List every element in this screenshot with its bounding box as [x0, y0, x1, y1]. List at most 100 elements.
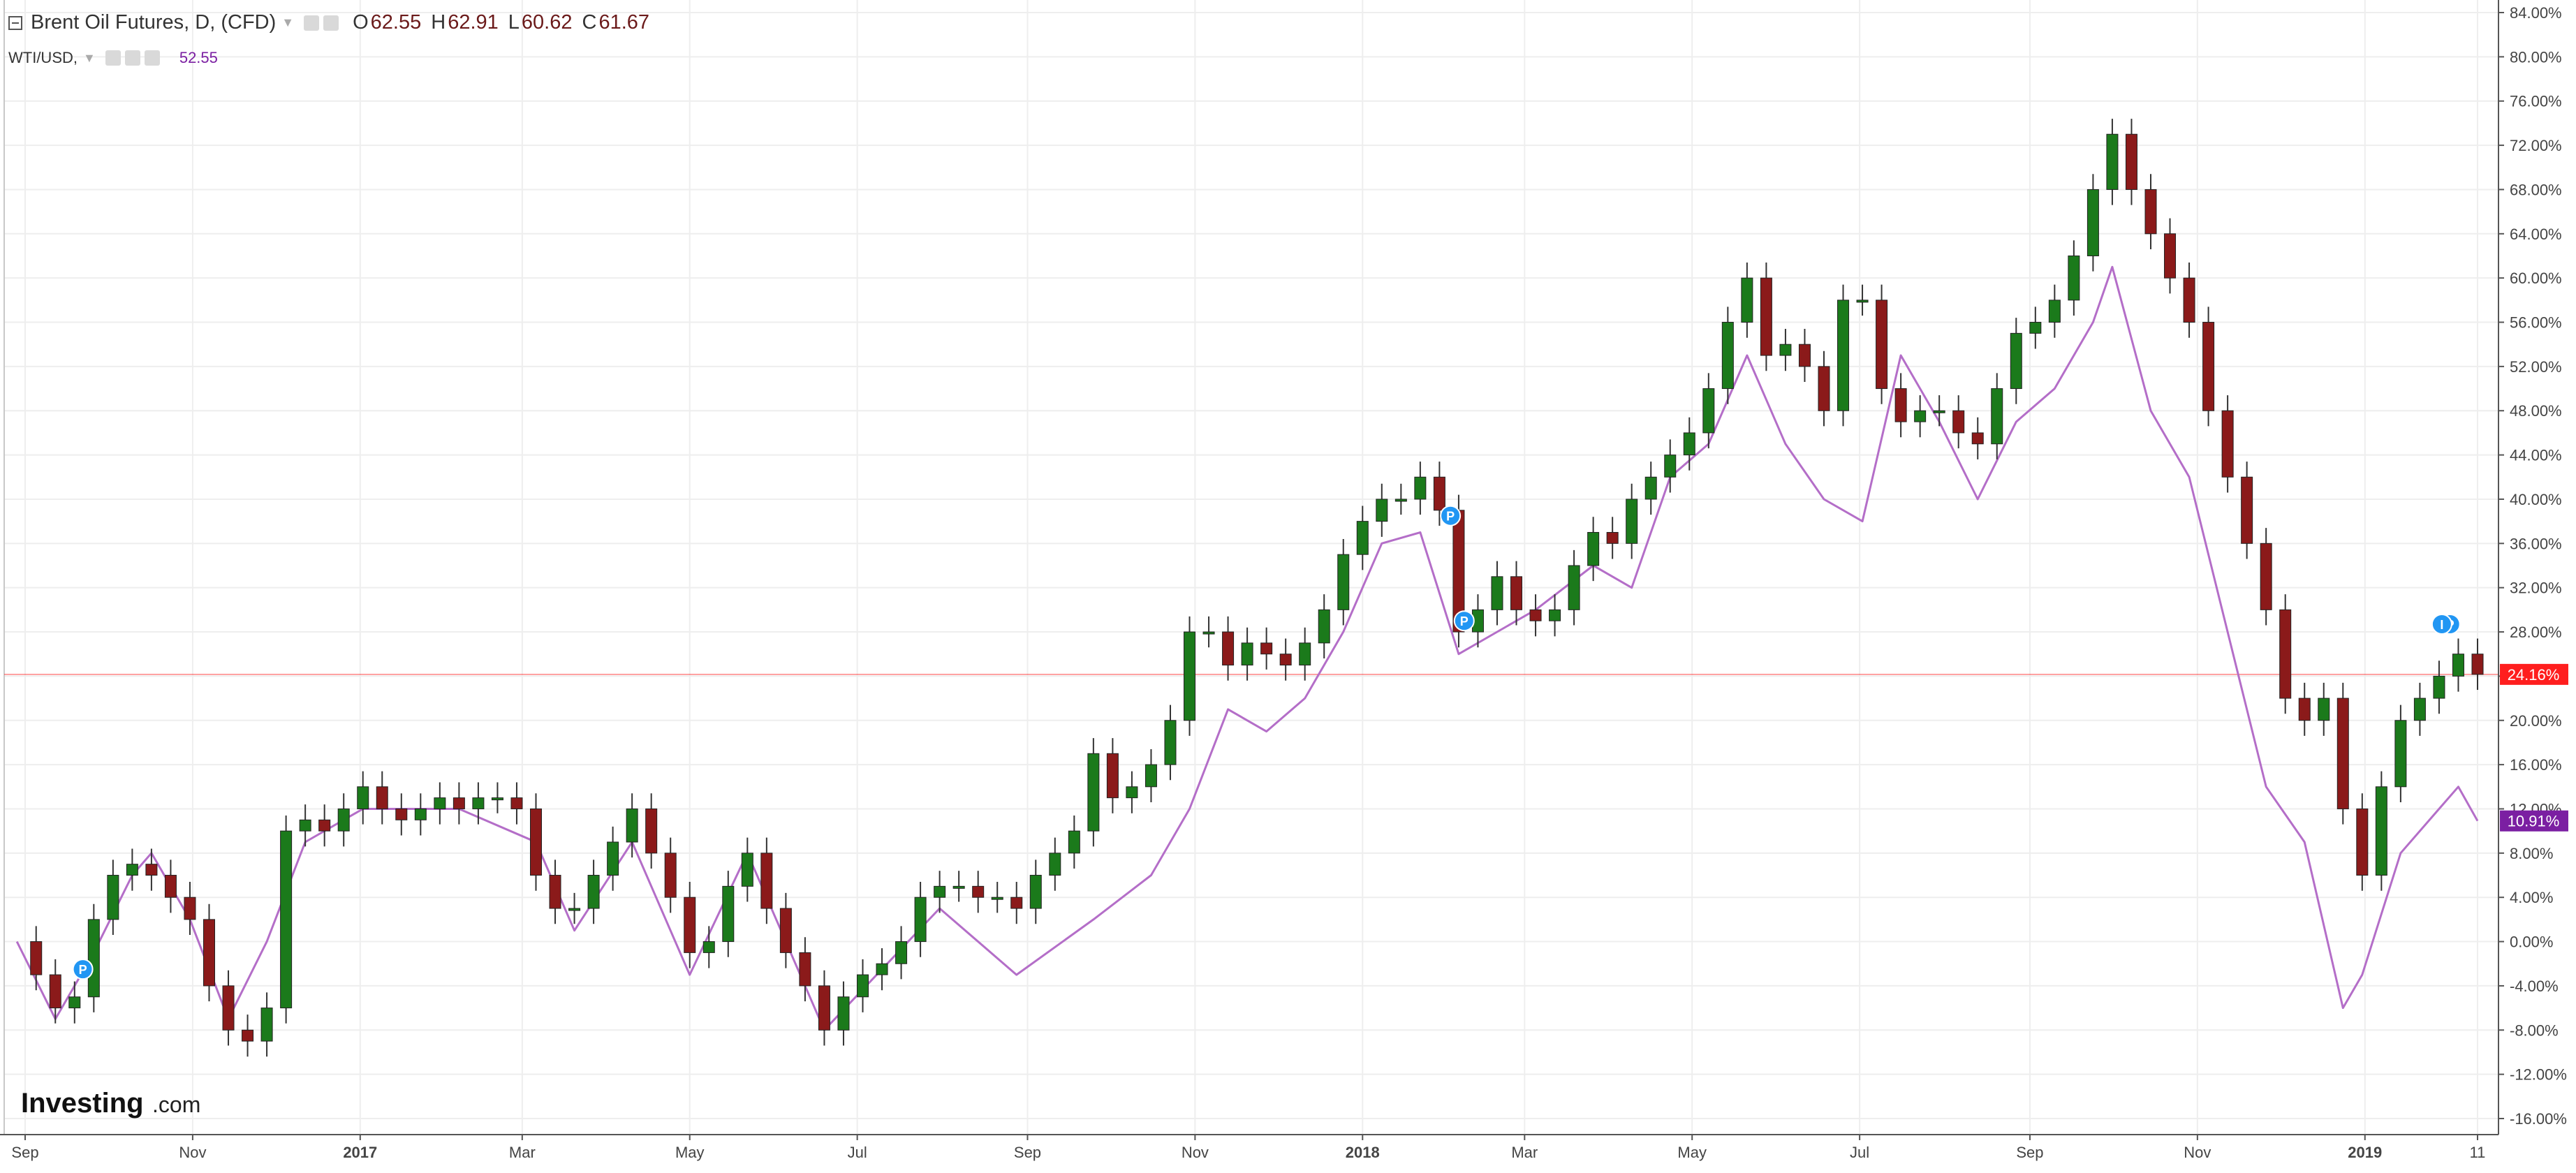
candle-body: [914, 897, 927, 943]
candle-body: [1914, 410, 1927, 422]
eye-icon[interactable]: [304, 15, 320, 31]
candle-body: [741, 853, 753, 887]
candle-body: [376, 786, 388, 809]
settings-icon[interactable]: [124, 50, 140, 66]
candle-body: [1971, 432, 1984, 445]
candle-body: [1202, 631, 1215, 635]
candle-body: [2241, 476, 2253, 544]
candle-body: [1818, 366, 1830, 411]
last-value-badge: [2500, 810, 2568, 832]
y-tick-label: 72.00%: [2510, 137, 2562, 154]
candle-body: [395, 808, 408, 820]
x-tick-label: Mar: [509, 1144, 536, 1161]
candle-body: [164, 875, 177, 898]
investing-watermark: Investing .com: [21, 1088, 200, 1119]
candle-body: [2260, 543, 2272, 610]
y-tick-label: -16.00%: [2510, 1110, 2567, 1128]
main-symbol-title[interactable]: Brent Oil Futures, D, (CFD): [31, 11, 277, 34]
y-tick-label: 8.00%: [2510, 845, 2553, 862]
event-marker-label: P: [1446, 510, 1455, 524]
candle-body: [2318, 698, 2330, 721]
x-tick-label: Jul: [1850, 1144, 1869, 1161]
candle-body: [126, 864, 138, 876]
candle-body: [702, 941, 715, 953]
candle-body: [972, 885, 985, 898]
time-axis[interactable]: Sep Nov 2017 Mar May Jul Sep Nov 2018 Mar May Jul Se…: [0, 1134, 2498, 1161]
candle-body: [2029, 322, 2042, 334]
settings-icon[interactable]: [323, 15, 339, 31]
candle-body: [2202, 322, 2215, 411]
candle-body: [472, 797, 485, 809]
candle-body: [203, 919, 215, 987]
chevron-down-icon[interactable]: ▼: [281, 15, 295, 29]
y-tick-label: -12.00%: [2510, 1066, 2567, 1084]
candle-body: [87, 919, 100, 998]
x-tick-label: Mar: [1511, 1144, 1538, 1161]
candle-body: [2356, 808, 2369, 876]
y-tick-label: 52.00%: [2510, 358, 2562, 376]
event-marker[interactable]: [1453, 610, 1475, 632]
y-tick-label: 80.00%: [2510, 48, 2562, 66]
chevron-down-icon[interactable]: ▼: [83, 50, 96, 65]
candle-body: [645, 808, 658, 854]
event-marker[interactable]: [2431, 613, 2452, 635]
compare-symbol-title[interactable]: WTI/USD,: [8, 49, 78, 66]
candle-body: [587, 875, 600, 909]
x-tick-label: 2017: [343, 1144, 377, 1161]
candle-body: [2279, 609, 2292, 699]
candle-body: [2336, 698, 2349, 809]
candle-body: [1510, 576, 1523, 610]
candle-body: [1876, 300, 1888, 390]
wti-usd-line: [15, 265, 2479, 1031]
candle-body: [1029, 875, 1042, 909]
y-tick-label: -8.00%: [2510, 1021, 2559, 1039]
event-marker[interactable]: [1440, 505, 1462, 526]
candle-body: [1222, 631, 1235, 666]
candle-body: [1856, 300, 1869, 303]
candle-body: [222, 985, 235, 1031]
candle-body: [1241, 642, 1253, 666]
candle-body: [337, 808, 350, 832]
candle-body: [1164, 720, 1177, 765]
main-series-legend[interactable]: Brent Oil Futures, D, (CFD) ▼ O 62.55 H 62…: [8, 11, 649, 34]
close-icon[interactable]: [144, 50, 160, 66]
collapse-legend-icon[interactable]: [8, 15, 22, 30]
candle-body: [1376, 499, 1388, 522]
high-key: H: [431, 11, 446, 34]
price-axis[interactable]: 84.00% 80.00% 76.00% 72.00% 68.00% 64.00% 60.0…: [2498, 0, 2567, 1135]
candle-body: [510, 797, 523, 809]
candle-body: [2048, 300, 2061, 323]
event-markers-layer[interactable]: PPPPI: [72, 505, 2461, 980]
y-tick-label: 76.00%: [2510, 93, 2562, 110]
y-tick-label: 64.00%: [2510, 226, 2562, 243]
wti-line-layer: [15, 265, 2479, 1031]
y-tick-label: -4.00%: [2510, 978, 2559, 995]
grid: [3, 0, 2498, 1135]
y-tick-label: 56.00%: [2510, 314, 2562, 332]
candle-body: [1529, 609, 1542, 621]
y-tick-label: 40.00%: [2510, 491, 2562, 508]
candle-body: [1568, 565, 1580, 610]
candle-body: [357, 786, 369, 809]
candle-body: [1491, 576, 1503, 610]
eye-icon[interactable]: [105, 50, 121, 66]
low-key: L: [508, 11, 520, 34]
x-tick-label: 2019: [2348, 1144, 2382, 1161]
candle-body: [107, 875, 119, 920]
candle-body: [1356, 521, 1369, 555]
close-key: C: [582, 11, 597, 34]
event-marker[interactable]: [72, 959, 94, 980]
event-marker-label: P: [79, 963, 87, 977]
x-tick-label: 2018: [1346, 1144, 1380, 1161]
candle-body: [1260, 642, 1273, 655]
candle-body: [1279, 654, 1292, 666]
last-value-badges: 24.16% 10.91%: [2500, 663, 2568, 832]
candle-body: [818, 985, 830, 1031]
candle-body: [184, 897, 196, 920]
compare-series-legend[interactable]: WTI/USD, ▼ 52.55: [8, 49, 218, 67]
x-tick-label: May: [675, 1144, 705, 1161]
x-tick-label: 11: [2470, 1144, 2486, 1161]
candle-body: [895, 941, 908, 964]
